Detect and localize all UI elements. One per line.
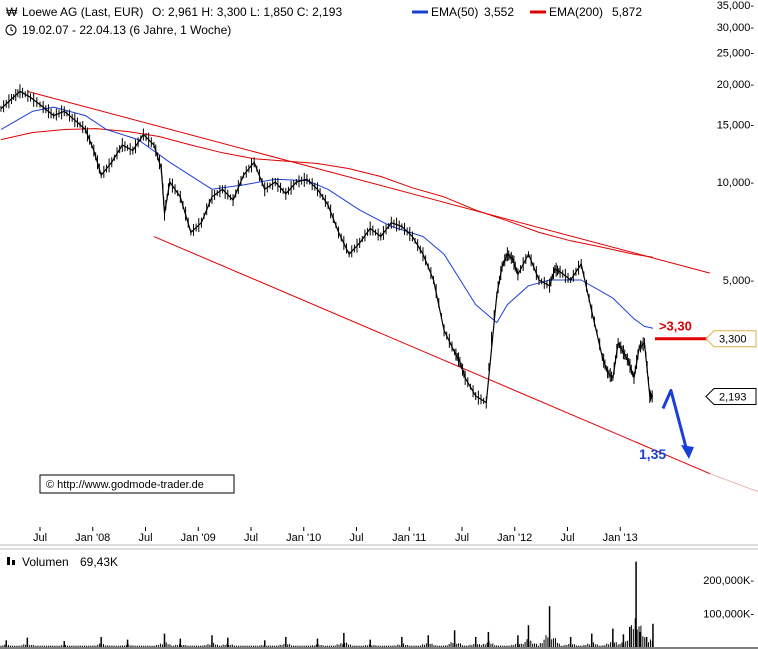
x-tick-label: Jul [455,532,469,544]
price-series [0,84,654,409]
trendline-extension [709,473,758,493]
x-tick-label: Jan '10 [286,532,321,544]
y-tick-label: 15,000- [717,120,755,132]
instrument-title: Loewe AG (Last, EUR) [22,5,143,19]
date-range: 19.02.07 - 22.04.13 (6 Jahre, 1 Woche) [22,23,231,37]
ema200-value: 5,872 [612,5,642,19]
volume-title: Volumen [22,555,69,569]
volume-tick-label: 200,000K- [703,575,754,587]
trendline [153,236,711,475]
x-tick-label: Jan '13 [603,532,638,544]
chart-header: ₩ Loewe AG (Last, EUR) O: 2,961 H: 3,300… [5,5,642,37]
trendline [27,90,711,274]
ema50-series [0,106,654,329]
price-tag-label: 3,300 [719,334,747,346]
y-tick-label: 35,000- [717,0,755,12]
target-up-label: >3,30 [659,319,692,334]
arrow-head [680,445,694,460]
price-tag-label: 2,193 [719,391,747,403]
x-tick-label: Jan '08 [75,532,110,544]
ohlc-readout: O: 2,961 H: 3,300 L: 1,850 C: 2,193 [152,5,342,19]
x-tick-label: Jan '11 [392,532,426,544]
volume-last: 69,43K [80,555,118,569]
price-tag [705,330,757,348]
y-tick-label: 30,000- [717,22,755,34]
price-tag [705,387,757,405]
volume-bars [0,561,654,647]
x-tick-label: Jul [138,532,152,544]
time-x-axis: Jul Jan '08 Jul Jan '09 Jul Jan '10 Jul Jan '11… [33,527,638,544]
ema50-value: 3,552 [484,5,514,19]
ema200-line [0,128,654,258]
bars-icon: ₩ [6,5,18,19]
volume-tick-label: 100,000K- [703,609,754,621]
y-tick-label: 25,000- [717,48,755,60]
ema200-label: EMA(200) [549,5,603,19]
y-tick-label: 10,000- [717,177,755,189]
source-link: © http://www.godmode-trader.de [46,479,204,491]
ema50-line [0,106,654,329]
y-tick-label: 20,000- [717,79,755,91]
ema50-label: EMA(50) [431,5,478,19]
x-tick-label: Jul [560,532,574,544]
target-down-label: 1,35 [639,446,666,462]
trendlines [27,90,758,493]
price-line [0,90,654,404]
x-tick-label: Jul [33,532,47,544]
x-tick-label: Jul [244,532,258,544]
price-y-axis: 35,000- 30,000- 25,000- 20,000- 15,000- 10,00… [717,0,755,287]
source-box: © http://www.godmode-trader.de [39,474,235,494]
volume-header: Volumen 69,43K [7,555,118,569]
volume-icon [7,557,10,565]
target-down-arrow [661,388,689,452]
ema200-series [0,128,654,258]
x-tick-label: Jul [349,532,363,544]
annotations: >3,30 1,35 3,300 2,193 [639,319,757,462]
x-tick-label: Jan '09 [181,532,216,544]
clock-icon [5,24,17,36]
x-tick-label: Jan '12 [497,532,532,544]
y-tick-label: 5,000- [723,275,755,287]
volume-y-axis: 200,000K- 100,000K- [703,575,754,620]
